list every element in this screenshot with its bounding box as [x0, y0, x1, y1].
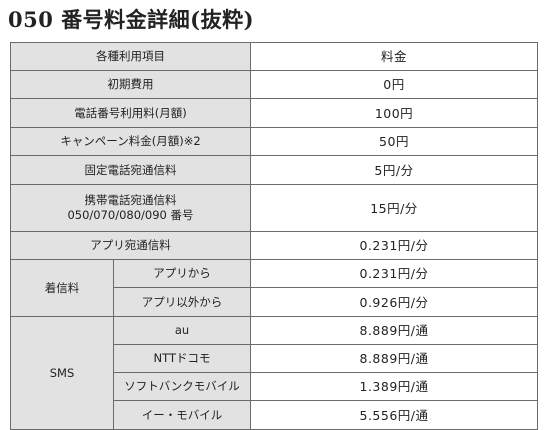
table-row: 着信料 アプリから 0.231円/分: [10, 259, 538, 317]
sms-carrier: ソフトバンクモバイル: [113, 372, 251, 401]
sms-carrier: au: [113, 316, 251, 345]
table-header-row: 各種利用項目 料金: [10, 42, 538, 71]
table-row: アプリ宛通信料 0.231円/分: [10, 231, 538, 260]
table-row: ソフトバンクモバイル 1.389円/通: [11, 372, 538, 401]
header-fee: 料金: [250, 42, 538, 71]
sms-carrier: イー・モバイル: [113, 400, 251, 430]
table-row: 携帯電話宛通信料 050/070/080/090 番号 15円/分: [10, 184, 538, 232]
page-title: 050 番号料金詳細(抜粋): [8, 7, 255, 32]
row-fee: 50円: [250, 127, 538, 156]
row-fee: 100円: [250, 98, 538, 128]
incoming-item: アプリ以外から: [113, 287, 251, 317]
sms-fee: 8.889円/通: [250, 344, 538, 373]
table-row: イー・モバイル 5.556円/通: [11, 400, 538, 430]
row-fee: 0.231円/分: [250, 231, 538, 260]
sms-fee: 5.556円/通: [250, 400, 538, 430]
table-row: キャンペーン料金(月額)※2 50円: [10, 127, 538, 156]
incoming-label: 着信料: [10, 259, 114, 317]
sms-carrier: NTTドコモ: [113, 344, 251, 373]
row-item: 固定電話宛通信料: [10, 155, 251, 185]
table-row: 電話番号利用料(月額) 100円: [10, 98, 538, 128]
fee-table: 各種利用項目 料金 初期費用 0円 電話番号利用料(月額) 100円 キャンペー…: [10, 42, 538, 430]
row-item-line2: 050/070/080/090 番号: [67, 208, 194, 222]
row-item: キャンペーン料金(月額)※2: [10, 127, 251, 156]
incoming-fee: 0.231円/分: [250, 259, 538, 288]
table-row: NTTドコモ 8.889円/通: [11, 344, 538, 373]
table-row: 固定電話宛通信料 5円/分: [10, 155, 538, 185]
sms-fee: 1.389円/通: [250, 372, 538, 401]
row-item: 携帯電話宛通信料 050/070/080/090 番号: [10, 184, 251, 232]
row-fee: 0円: [250, 70, 538, 99]
incoming-fee: 0.926円/分: [250, 287, 538, 317]
row-item: アプリ宛通信料: [10, 231, 251, 260]
header-item: 各種利用項目: [10, 42, 251, 71]
table-row: 初期費用 0円: [10, 70, 538, 99]
row-item: 電話番号利用料(月額): [10, 98, 251, 128]
incoming-item: アプリから: [113, 259, 251, 288]
row-fee: 5円/分: [250, 155, 538, 185]
row-item-line1: 携帯電話宛通信料: [84, 193, 177, 207]
table-row: アプリ以外から 0.926円/分: [11, 287, 538, 317]
row-fee: 15円/分: [250, 184, 538, 232]
table-row: SMS au 8.889円/通: [10, 316, 538, 430]
row-item: 初期費用: [10, 70, 251, 99]
sms-label: SMS: [10, 316, 114, 430]
sms-fee: 8.889円/通: [250, 316, 538, 345]
